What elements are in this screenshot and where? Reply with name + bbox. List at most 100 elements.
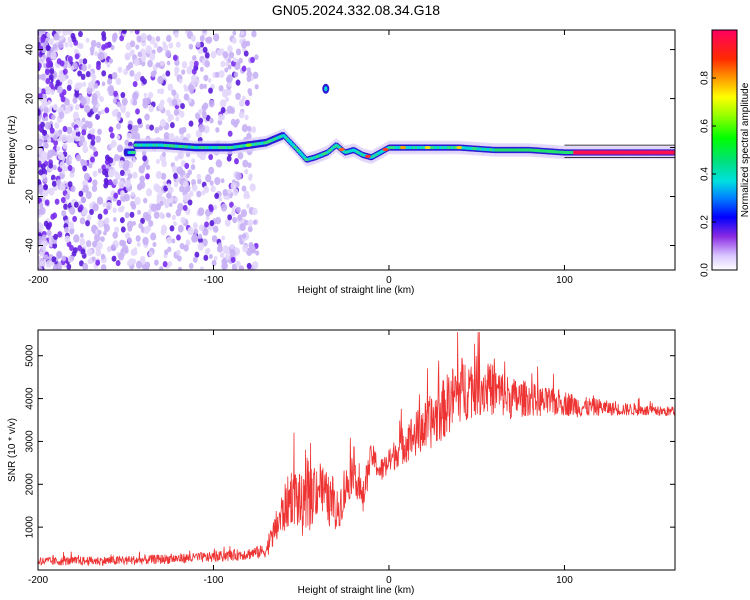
- noise-blob: [129, 211, 135, 218]
- noise-blob: [116, 101, 122, 108]
- ridge-hotspot: [400, 145, 407, 150]
- noise-blob: [166, 183, 171, 189]
- noise-blob: [38, 62, 42, 69]
- noise-blob: [75, 127, 80, 133]
- noise-blob: [199, 66, 204, 72]
- noise-blob: [62, 68, 68, 75]
- y-tick-label: 1000: [25, 516, 36, 539]
- noise-blob: [86, 121, 93, 129]
- noise-blob: [108, 126, 114, 133]
- noise-blob: [41, 234, 47, 241]
- noise-blob: [229, 201, 234, 208]
- noise-blob: [38, 196, 42, 204]
- noise-blob: [198, 117, 204, 124]
- x-tick-label: 0: [386, 575, 392, 586]
- noise-blob: [161, 73, 166, 79]
- snr-y-label: SNR (10 * v/v): [7, 418, 18, 482]
- noise-blob: [68, 156, 73, 162]
- noise-blob: [43, 254, 49, 261]
- noise-blob: [251, 207, 258, 216]
- noise-blob: [132, 92, 139, 101]
- x-tick-label: -200: [28, 275, 48, 286]
- noise-blob: [107, 168, 115, 178]
- noise-blob: [215, 127, 220, 133]
- noise-blob: [85, 240, 92, 248]
- noise-blob: [150, 203, 158, 212]
- noise-blob: [53, 233, 59, 240]
- noise-blob: [107, 84, 115, 94]
- noise-blob: [124, 139, 130, 146]
- noise-blob: [198, 233, 203, 240]
- noise-blob: [106, 62, 111, 68]
- snr-series-line: [38, 332, 675, 567]
- snr-x-label: Height of straight line (km): [298, 585, 415, 596]
- noise-blob: [220, 178, 225, 184]
- noise-blob: [138, 222, 143, 229]
- noise-blob: [102, 202, 106, 208]
- noise-blob: [90, 50, 94, 56]
- noise-blob: [209, 205, 214, 212]
- noise-blob: [79, 232, 84, 238]
- noise-blob: [108, 157, 114, 164]
- noise-blob: [46, 229, 52, 237]
- noise-blob: [157, 75, 164, 85]
- noise-blob: [109, 132, 115, 139]
- noise-blob: [40, 36, 46, 43]
- noise-blob: [129, 30, 134, 33]
- noise-blob: [232, 30, 237, 36]
- noise-blob: [53, 33, 60, 41]
- noise-blob: [38, 178, 42, 186]
- noise-blob: [138, 180, 146, 189]
- noise-blob: [191, 158, 196, 164]
- noise-blob: [186, 133, 191, 140]
- noise-blob: [89, 208, 94, 216]
- noise-blob: [250, 56, 255, 64]
- noise-blob: [46, 32, 51, 38]
- noise-blob: [193, 60, 199, 67]
- noise-blob: [80, 196, 86, 203]
- noise-blob: [38, 114, 41, 122]
- noise-blob: [57, 41, 64, 49]
- noise-blob: [162, 261, 168, 268]
- noise-blob: [74, 104, 80, 111]
- noise-blob: [178, 78, 183, 84]
- noise-blob: [185, 239, 191, 246]
- x-tick-label: -200: [28, 575, 48, 586]
- noise-blob: [63, 203, 68, 210]
- noise-blob: [90, 39, 97, 48]
- noise-blob: [251, 126, 257, 134]
- noise-blob: [165, 70, 171, 77]
- noise-blob: [129, 40, 136, 48]
- noise-blob: [243, 190, 249, 197]
- noise-blob: [133, 58, 140, 66]
- noise-blob: [215, 159, 222, 168]
- noise-blob: [88, 163, 93, 169]
- noise-blob: [85, 71, 91, 78]
- noise-blob: [235, 48, 242, 56]
- noise-blob: [152, 241, 157, 248]
- noise-blob: [70, 255, 75, 261]
- noise-blob: [148, 220, 154, 227]
- x-tick-label: 0: [386, 275, 392, 286]
- noise-blob: [82, 81, 87, 87]
- noise-blob: [218, 70, 225, 78]
- noise-blob: [203, 185, 209, 192]
- colorbar-ticks: 0.0 0.2 0.4 0.6 0.8: [700, 71, 716, 277]
- noise-blob: [241, 124, 249, 133]
- noise-blob: [159, 47, 163, 52]
- y-tick-label: 4000: [25, 387, 36, 410]
- noise-blob: [205, 174, 212, 183]
- noise-blob: [241, 95, 246, 101]
- noise-blob: [116, 111, 122, 118]
- noise-blob: [44, 116, 49, 122]
- noise-blob: [153, 42, 158, 49]
- noise-blob: [214, 192, 220, 200]
- noise-blob: [39, 56, 45, 65]
- noise-blob: [208, 87, 213, 94]
- noise-blob: [238, 57, 243, 64]
- noise-blob: [227, 58, 232, 64]
- noise-blob: [189, 88, 194, 95]
- noise-blob: [191, 179, 197, 186]
- noise-blob: [165, 109, 171, 117]
- noise-blob: [169, 122, 175, 129]
